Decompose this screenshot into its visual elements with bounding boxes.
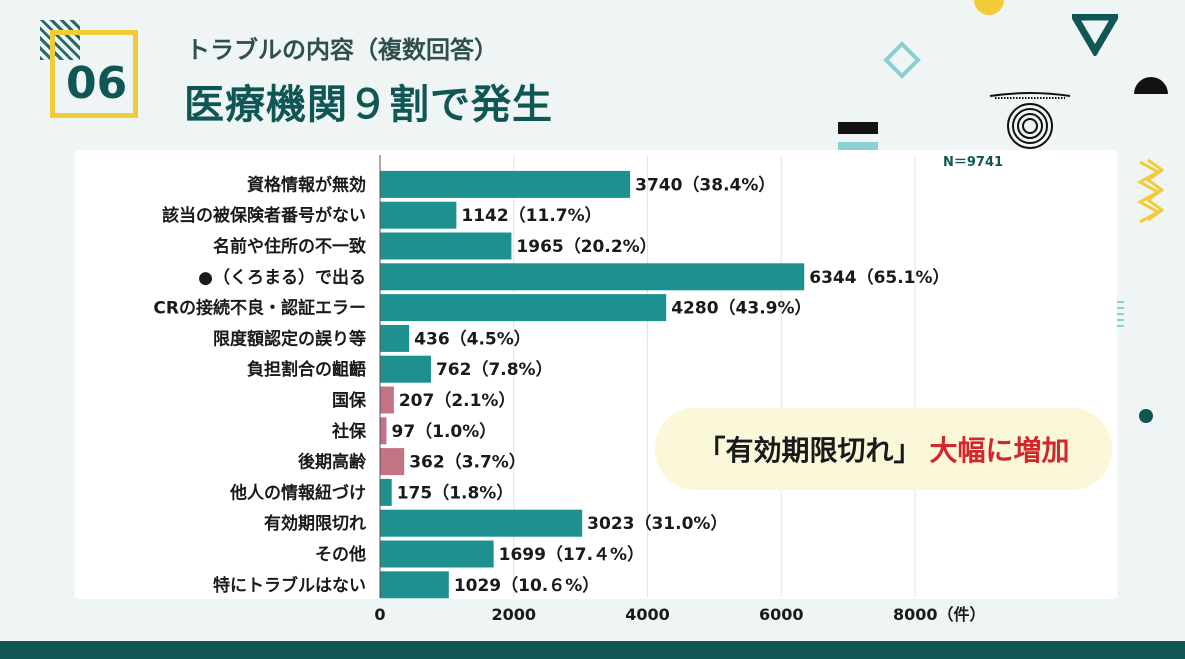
bar [380,232,512,260]
bar [380,509,583,537]
value-label: 175（1.8%） [397,482,514,503]
bar [380,324,410,352]
category-label: 限度額認定の誤り等 [213,328,366,349]
diamond-icon [883,41,921,79]
bar [380,540,494,568]
value-label: 3023（31.0%） [587,513,727,534]
wave-rings-icon [989,92,1071,149]
value-label: 207（2.1%） [399,390,516,411]
value-label: 1029（10.６%） [454,575,599,596]
page-subtitle: トラブルの内容（複数回答） [186,36,498,64]
category-label: 特にトラブルはない [213,575,366,596]
category-label: 名前や住所の不一致 [213,236,367,257]
category-label: その他 [315,544,366,565]
hatch-decoration [40,20,80,60]
category-label: 該当の被保険者番号がない [162,205,366,226]
category-label: 資格情報が無効 [247,174,366,195]
value-label: 4280（43.9%） [671,298,811,319]
value-label: 1142（11.7%） [461,205,601,226]
x-tick-label: 2000 [491,605,536,624]
callout-bubble: 「有効期限切れ」 大幅に増加 [655,408,1112,490]
bar [380,448,405,476]
value-label: 436（4.5%） [414,328,531,349]
bar [380,478,392,506]
bar [380,386,394,414]
callout-text-1: 「有効期限切れ」 [697,434,922,467]
value-label: 1699（17.４%） [499,544,644,565]
dot-icon [1139,409,1153,423]
triangle-icon [1072,14,1118,56]
x-tick-label: 6000 [759,605,804,624]
category-label: 負担割合の齟齬 [247,359,366,380]
category-label: 後期高齢 [298,452,367,473]
bar [380,294,667,322]
bottom-bar [0,641,1185,659]
bar [380,201,457,229]
bar [380,263,805,291]
callout-text-2: 大幅に増加 [929,434,1070,467]
value-label: 1965（20.2%） [516,236,656,257]
bar [380,355,431,383]
x-tick-label: 4000 [625,605,670,624]
x-tick-label: 8000（件） [893,605,986,624]
value-label: 762（7.8%） [436,359,553,380]
black-half-circle-icon [1134,77,1168,94]
yellow-half-circle-icon [974,0,1004,15]
bar [380,417,387,445]
category-label: ●（くろまる）で出る [198,267,366,288]
page-title: 医療機関９割で発生 [184,82,553,128]
sample-size-label: N＝9741 [943,155,1004,170]
bar [380,170,631,198]
category-label: CRの接続不良・認証エラー [153,298,366,319]
value-label: 6344（65.1%） [809,267,949,288]
bar [380,571,449,599]
x-tick-label: 0 [374,605,385,624]
category-label: 有効期限切れ [264,513,366,534]
chart-panel [75,150,1117,599]
stripes-icon [838,122,878,150]
section-number: 06 [66,58,128,109]
category-label: 社保 [331,421,367,442]
value-label: 3740（38.4%） [635,174,775,195]
value-label: 97（1.0%） [391,421,496,442]
section-number-frame [50,30,138,118]
category-label: 他人の情報紐づけ [229,482,366,503]
value-label: 362（3.7%） [409,452,526,473]
zigzag-icon [1136,158,1164,224]
category-label: 国保 [332,390,367,411]
